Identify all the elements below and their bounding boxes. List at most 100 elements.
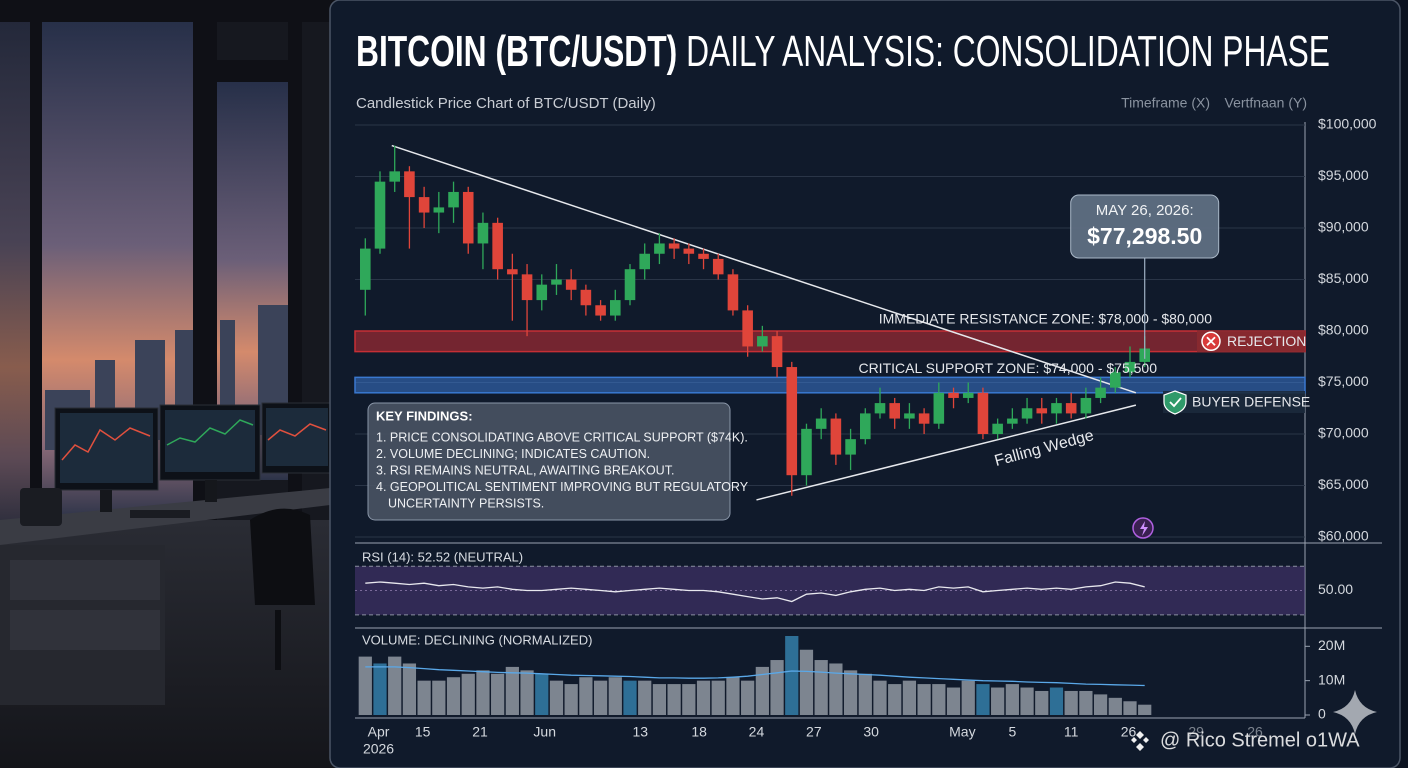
volume-bar — [711, 680, 725, 715]
volume-bar — [1064, 690, 1078, 715]
findings-title: KEY FINDINGS: — [376, 408, 473, 423]
candle-body — [477, 222, 489, 244]
volume-bar — [417, 680, 431, 715]
volume-bar — [358, 656, 372, 715]
volume-bar — [741, 680, 755, 715]
chart-subtitle: Candlestick Price Chart of BTC/USDT (Dai… — [356, 95, 656, 112]
candle-body — [742, 310, 753, 347]
volume-bar — [461, 673, 475, 715]
volume-bar — [843, 670, 858, 715]
y-tick-label: $95,000 — [1318, 167, 1369, 183]
volume-bar — [888, 684, 902, 715]
candle-body — [521, 274, 533, 301]
candle-body — [551, 279, 562, 285]
rsi-line — [365, 581, 1145, 603]
trendline — [391, 144, 1137, 394]
volume-bar — [608, 677, 622, 715]
candle-body — [507, 269, 518, 275]
x-tick-label: 26 — [1121, 724, 1137, 740]
volume-bar — [696, 680, 711, 715]
x-tick-label: Jun — [533, 724, 556, 740]
x-tick-label: 15 — [415, 724, 431, 740]
volume-bar — [667, 684, 681, 715]
candle-body — [536, 284, 548, 301]
candle-body — [418, 197, 430, 213]
findings-list: 1. PRICE CONSOLIDATING ABOVE CRITICAL SU… — [376, 430, 749, 510]
plot: $60,000 $65,000 $70,000 $75,000 $80,000 $85,0… — [354, 116, 1377, 757]
volume-bar — [726, 677, 740, 715]
candle-body — [654, 243, 665, 254]
volume-bar — [991, 687, 1005, 715]
zone-tag: REJECTION — [1227, 333, 1306, 349]
x-tick-label: May — [949, 724, 975, 740]
candle-body — [771, 336, 783, 368]
candle-body — [1021, 408, 1033, 419]
candle-body — [815, 418, 827, 429]
volume-bar — [755, 666, 769, 715]
volume-bar — [593, 680, 608, 715]
y-tick-label: $65,000 — [1318, 476, 1369, 492]
finding-item: 3. RSI REMAINS NEUTRAL, AWAITING BREAKOU… — [376, 463, 674, 477]
candle-body — [1080, 397, 1092, 414]
volume-bar — [799, 649, 814, 715]
rsi-title: RSI (14): 52.52 (NEUTRAL) — [362, 549, 523, 564]
finding-item: 4. GEOPOLITICAL SENTIMENT IMPROVING BUT … — [376, 480, 749, 494]
finding-item: 2. VOLUME DECLINING; INDICATES CAUTION. — [376, 447, 650, 461]
volume-bar — [505, 666, 519, 715]
volume-bar — [564, 684, 578, 715]
findings-box — [367, 402, 731, 521]
volume-bar — [976, 684, 990, 715]
volume-bar — [917, 684, 931, 715]
volume-bar — [785, 636, 799, 715]
candle-body — [668, 243, 680, 249]
candle-body — [757, 336, 768, 347]
volume-bar — [652, 684, 667, 715]
callout-date: MAY 26, 2026: — [1096, 202, 1194, 219]
candle-body — [1110, 372, 1121, 388]
volume-bar — [1138, 704, 1152, 715]
x-year-label: 2026 — [363, 741, 394, 757]
volume-bar — [388, 656, 402, 715]
rejection-icon — [1206, 336, 1216, 346]
candle-body — [948, 392, 959, 398]
candle-body — [610, 300, 621, 316]
x-tick-label: 29 — [1188, 724, 1204, 740]
volume-bar — [829, 663, 843, 715]
candle-body — [712, 258, 724, 275]
volume-bar — [579, 677, 593, 715]
y-tick-label: 50.00 — [1318, 581, 1353, 597]
volume-bar — [1020, 687, 1034, 715]
candle-body — [433, 207, 445, 213]
candle-body — [639, 253, 650, 270]
alert-icon — [1140, 521, 1148, 536]
sparkle-icon — [1333, 690, 1377, 734]
callout-value: $77,298.50 — [1087, 223, 1202, 249]
candle-body — [1124, 361, 1136, 373]
candle-body — [698, 253, 709, 259]
x-tick-label: 27 — [806, 724, 822, 740]
volume-bar — [520, 670, 534, 715]
candle-body — [1007, 418, 1018, 424]
candle-body — [889, 403, 900, 419]
zone — [354, 330, 1306, 353]
zone-tag: BUYER DEFENSE — [1192, 394, 1310, 410]
candle-body — [624, 269, 636, 301]
candle-body — [360, 248, 371, 290]
volume-bar — [902, 680, 917, 715]
x-tick-label: Apr — [368, 724, 390, 740]
finding-item: 1. PRICE CONSOLIDATING ABOVE CRITICAL SU… — [376, 430, 748, 444]
volume-bar — [1108, 697, 1122, 715]
volume-bar — [873, 680, 887, 715]
zone-label: CRITICAL SUPPORT ZONE: $74,000 - $75,500 — [858, 360, 1157, 376]
volume-bar — [858, 673, 872, 715]
volume-bar — [1049, 687, 1064, 715]
candle-body — [830, 418, 842, 455]
key-findings: KEY FINDINGS: 1. PRICE CONSOLIDATING ABO… — [367, 402, 749, 521]
x-tick-label: 18 — [691, 724, 707, 740]
candle-body — [389, 171, 400, 182]
volume-title: VOLUME: DECLINING (NORMALIZED) — [362, 632, 592, 647]
y-tick-label: 10M — [1318, 671, 1345, 687]
watermark: @ Rico Stremel o1WA — [1160, 729, 1360, 751]
defense-icon — [1163, 390, 1187, 415]
candle-body — [580, 289, 592, 306]
